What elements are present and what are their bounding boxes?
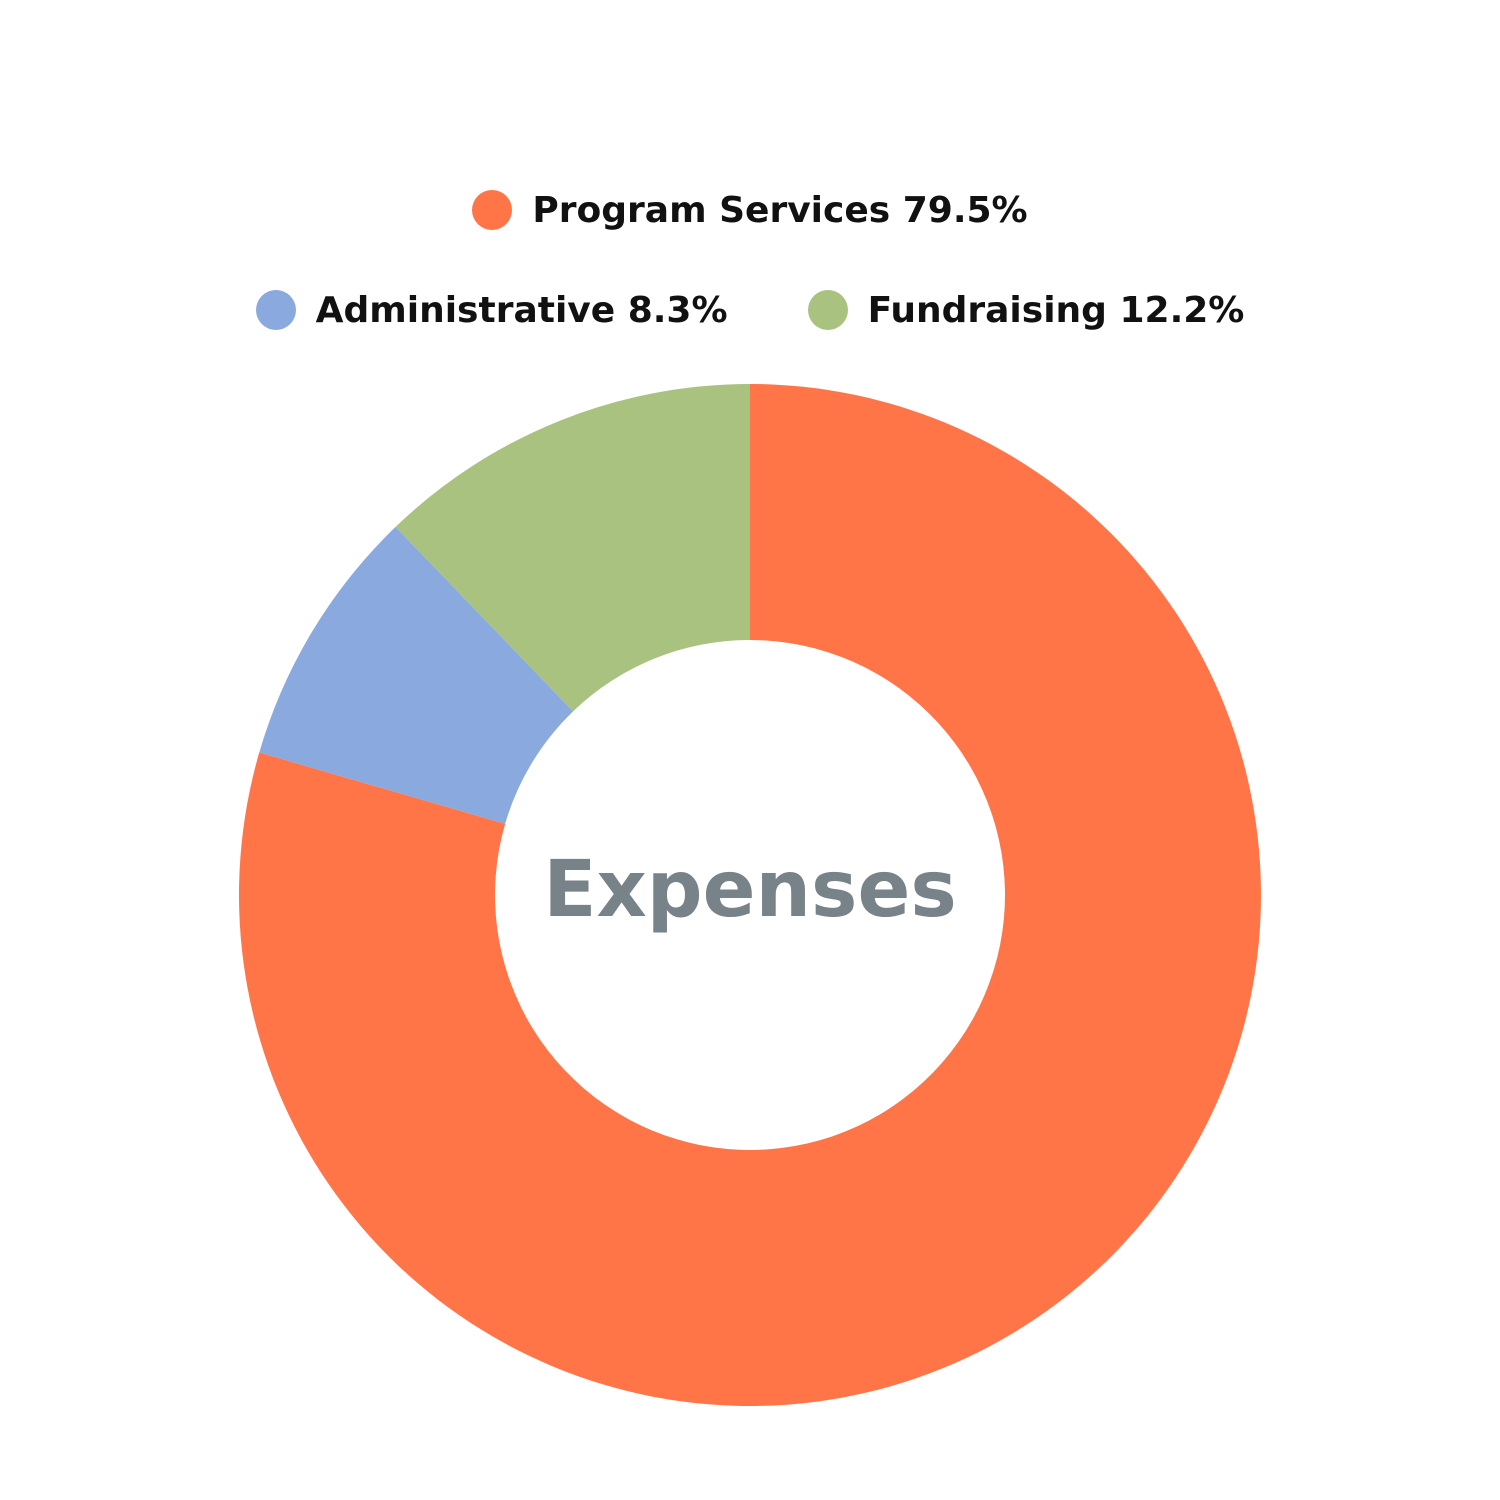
donut-center-label: Expenses — [543, 845, 957, 935]
legend-label-fundraising: Fundraising 12.2% — [867, 289, 1245, 331]
legend-swatch-program-services — [472, 190, 513, 230]
slice-fundraising — [395, 384, 750, 712]
legend-row-bottom: Administrative 8.3% Fundraising 12.2% — [0, 285, 1500, 335]
slice-administrative — [259, 526, 574, 824]
legend-item-program-services: Program Services 79.5% — [472, 189, 1028, 231]
legend-item-administrative: Administrative 8.3% — [255, 289, 728, 331]
legend-item-fundraising: Fundraising 12.2% — [807, 289, 1245, 331]
legend-row-top: Program Services 79.5% — [0, 185, 1500, 235]
donut-slices — [238, 384, 1261, 1406]
slice-program-services — [238, 384, 1261, 1406]
legend-swatch-administrative — [255, 290, 296, 330]
legend-label-administrative: Administrative 8.3% — [315, 289, 728, 331]
legend-swatch-fundraising — [807, 290, 848, 330]
legend-label-program-services: Program Services 79.5% — [532, 189, 1028, 231]
